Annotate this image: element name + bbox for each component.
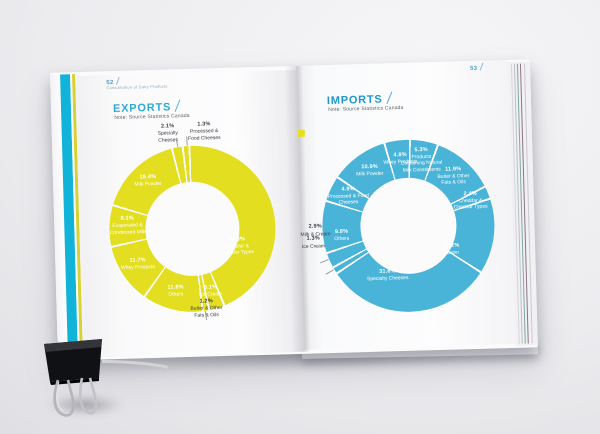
slice-label: 16.4% Milk Powder bbox=[134, 174, 162, 189]
label-leader-line bbox=[185, 136, 188, 146]
page-number-right: 53 bbox=[469, 62, 484, 73]
slice-label: 10.9% Milk Powder bbox=[356, 164, 384, 178]
slice-label: 8.1% Evaporated & Condensed Milk bbox=[109, 215, 146, 236]
binder-clip-wire-loop bbox=[53, 379, 75, 417]
slice-label: 11.9% Butter & Other Fats & Oils bbox=[437, 165, 470, 187]
donut-hole bbox=[359, 176, 458, 276]
slice-label: 2.4% Cheddar & Cheddar Types bbox=[453, 190, 488, 211]
open-book: 52 Consumption of Dairy Products EXPORTS… bbox=[50, 57, 540, 366]
slice-label: 9.8% Others bbox=[334, 228, 350, 243]
yellow-square-marker bbox=[297, 129, 305, 137]
slice-label: 4.9% Processed & Food Cheeses bbox=[327, 185, 370, 206]
binder-clip-arm bbox=[102, 360, 168, 369]
binder-clip-wire-loop bbox=[78, 377, 98, 415]
binder-clip-top-facet bbox=[44, 339, 102, 352]
binder-clip-bottom-edge bbox=[50, 378, 99, 385]
binder-clip-shadow bbox=[30, 392, 140, 418]
slice-label: 11.7% Whey Products bbox=[120, 257, 155, 271]
slice-label: 3.1% Ice Cream bbox=[199, 284, 223, 298]
page-number-right-text: 53 bbox=[469, 65, 478, 73]
donut-hole bbox=[144, 180, 241, 278]
slice-label: 11.8% Others bbox=[167, 284, 184, 299]
binder-clip bbox=[44, 339, 168, 417]
page-edge-line bbox=[523, 63, 533, 344]
slice-label: 5.3% Products Containing Natural Milk Con… bbox=[400, 146, 443, 174]
slice-label: 4.8% Whey Products bbox=[383, 152, 418, 167]
wire-highlight bbox=[56, 381, 65, 412]
